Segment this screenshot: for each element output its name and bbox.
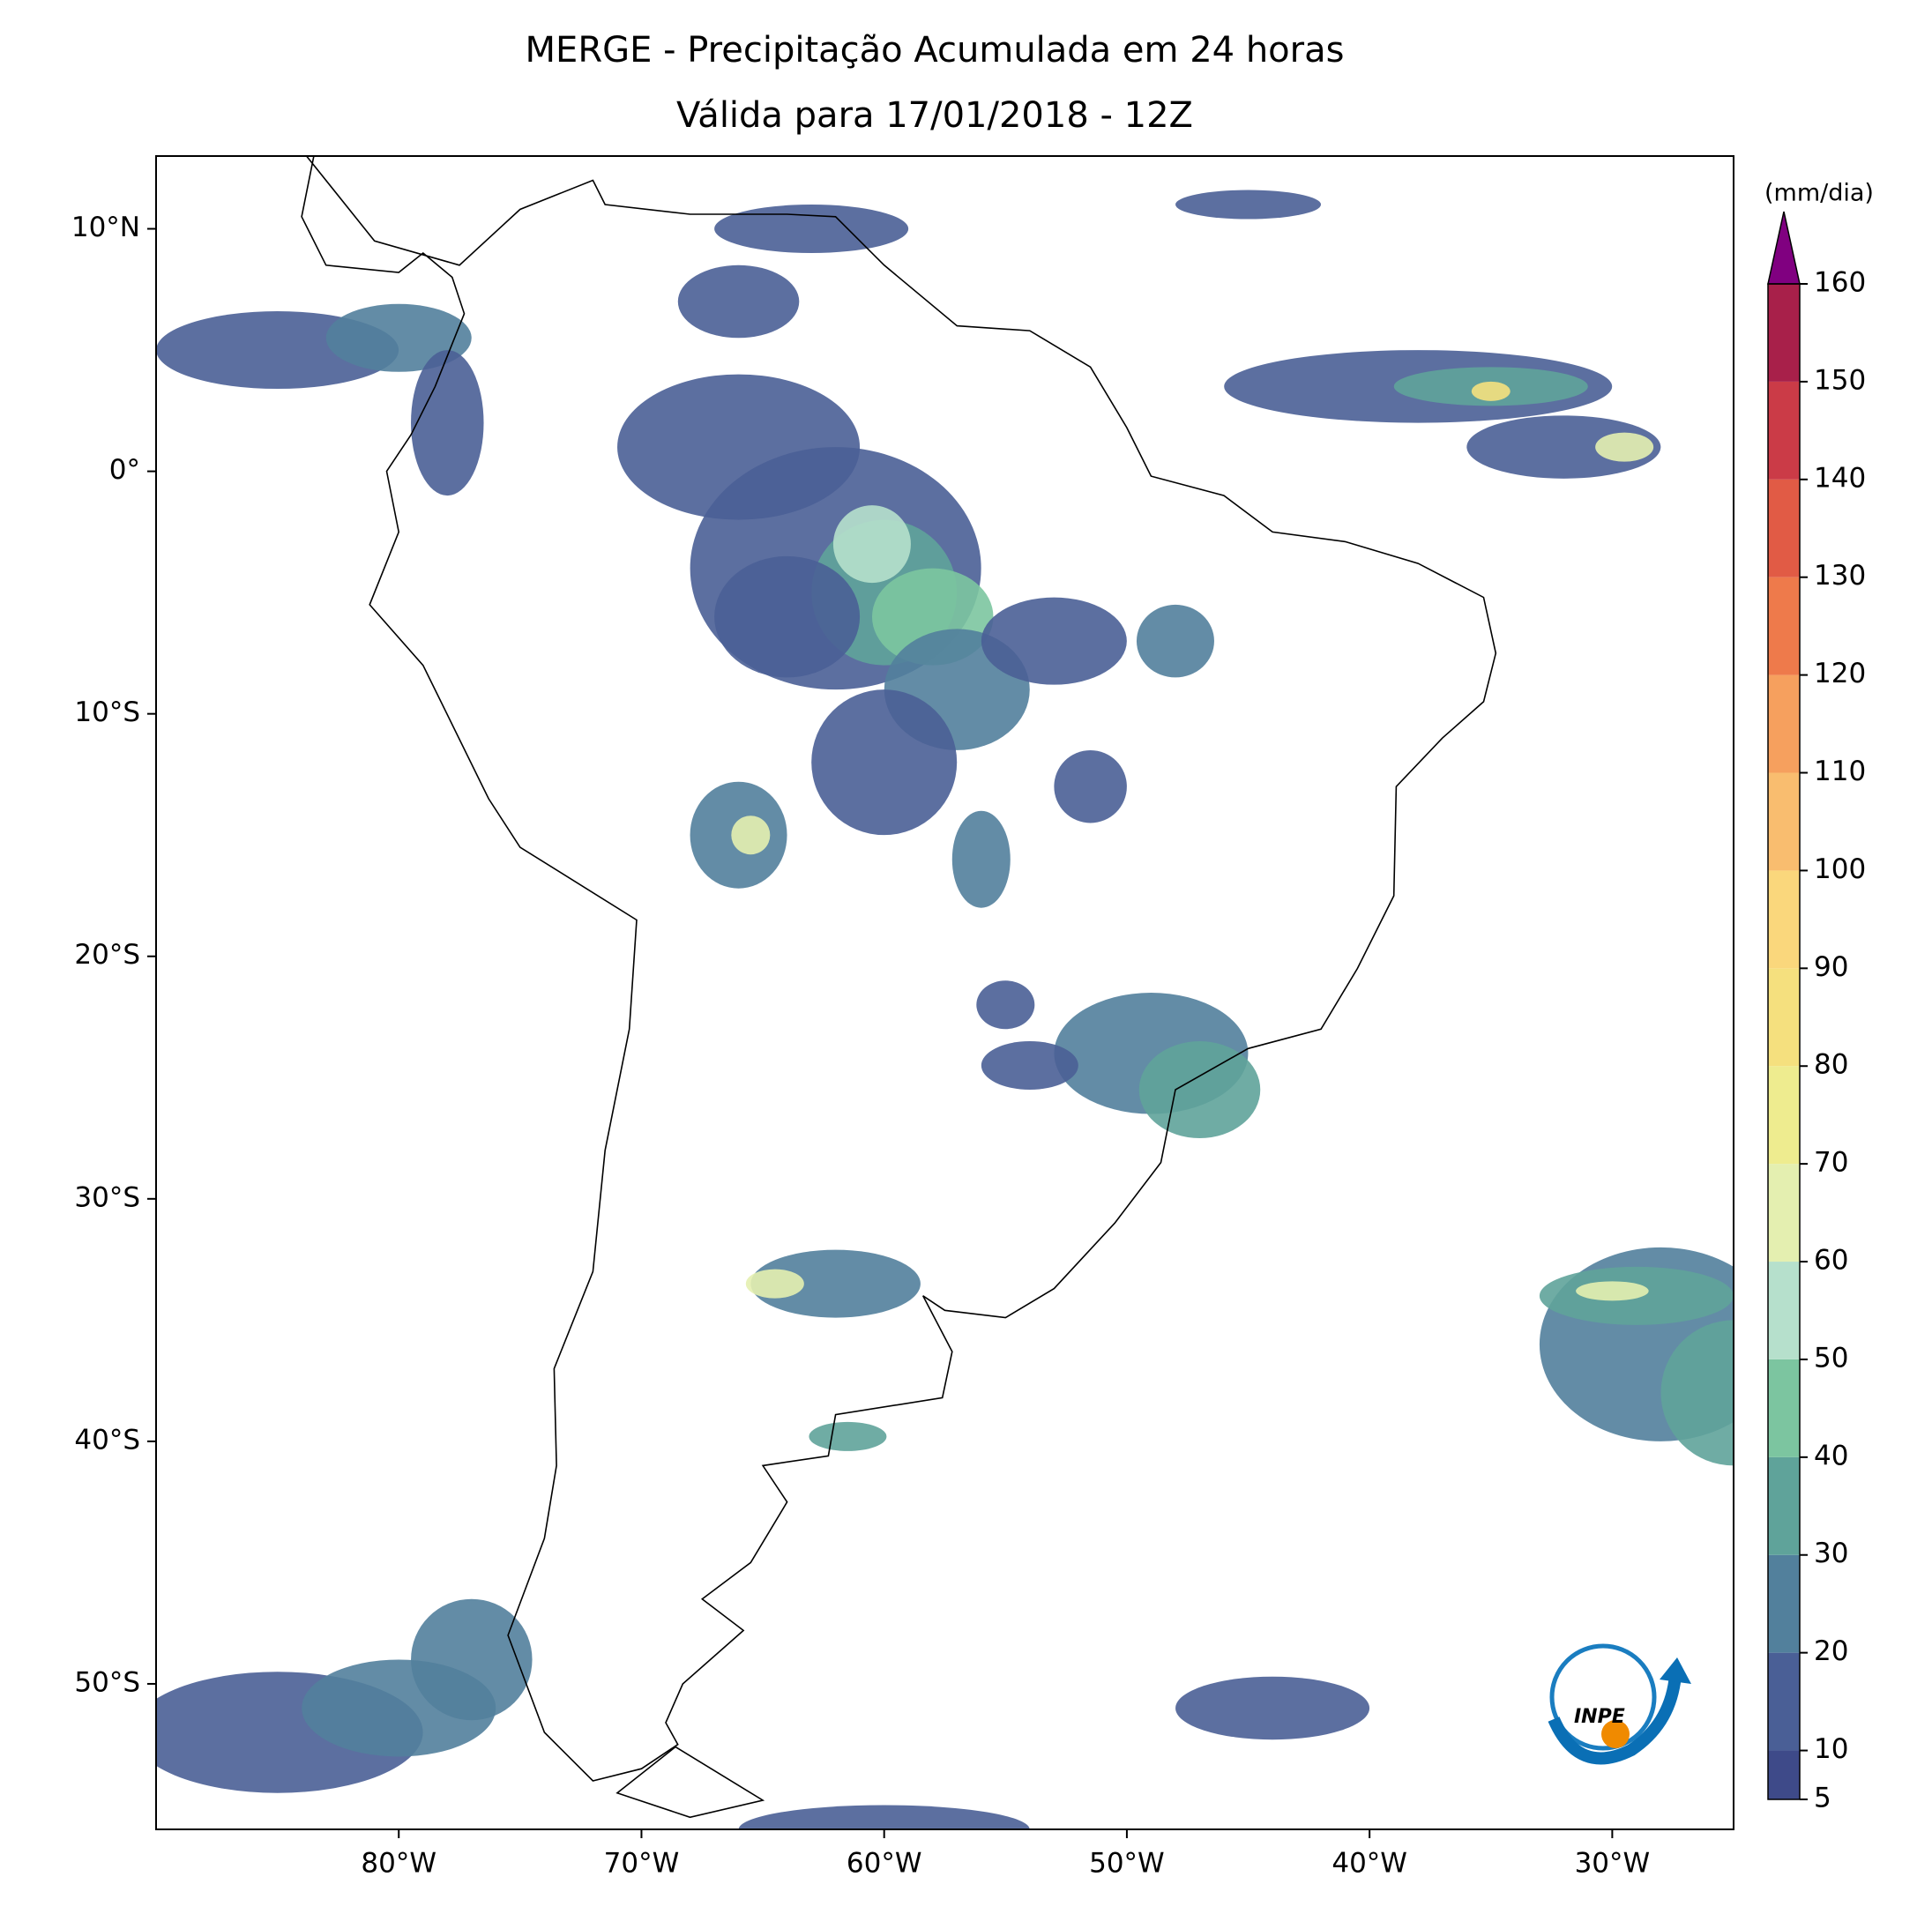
colorbar-tick-label: 130 xyxy=(1814,560,1866,592)
coastline xyxy=(615,1746,765,1819)
colorbar-segment xyxy=(1768,1359,1800,1457)
colorbar-segment xyxy=(1768,1554,1800,1653)
x-tick-label: 50°W xyxy=(1089,1848,1165,1880)
colorbar-segment xyxy=(1768,1456,1800,1555)
colorbar-segment xyxy=(1768,1652,1800,1751)
precip-area xyxy=(411,350,484,496)
precip-area xyxy=(981,1041,1078,1091)
colorbar-tick-label: 10 xyxy=(1814,1733,1848,1765)
x-tick-label: 30°W xyxy=(1575,1848,1651,1880)
map-frame xyxy=(155,155,1734,1830)
y-tick-label: 30°S xyxy=(74,1181,140,1213)
colorbar-segment xyxy=(1768,772,1800,871)
precip-area xyxy=(1175,190,1322,220)
logo: INPE xyxy=(1548,1643,1691,1765)
logo-ring xyxy=(1549,1643,1657,1751)
title: MERGE - Precipitação Acumulada em 24 hor… xyxy=(526,30,1345,71)
colorbar-tick-label: 50 xyxy=(1814,1342,1848,1374)
colorbar-segment xyxy=(1768,1262,1800,1359)
colorbar-tick-label: 30 xyxy=(1814,1538,1848,1569)
y-tick-label: 0° xyxy=(109,454,140,486)
colorbar-tick-label: 100 xyxy=(1814,853,1866,885)
logo-arrow xyxy=(1548,1674,1682,1765)
colorbar-segment xyxy=(1768,870,1800,969)
colorbar-tick-label: 160 xyxy=(1814,267,1866,299)
colorbar-tick-label: 140 xyxy=(1814,462,1866,494)
map-area xyxy=(156,156,1734,1829)
colorbar-tick-label: 20 xyxy=(1814,1635,1848,1667)
logo-dot xyxy=(1601,1720,1630,1748)
precip-area xyxy=(951,810,1011,908)
x-tick-label: 60°W xyxy=(847,1848,922,1880)
precip-area xyxy=(1138,1041,1261,1139)
precip-area xyxy=(731,815,771,855)
precip-area xyxy=(714,205,909,254)
precip-area xyxy=(745,1269,804,1299)
colorbar-tick-label: 80 xyxy=(1814,1049,1848,1081)
precip-area xyxy=(976,980,1035,1030)
precip-area xyxy=(750,1249,921,1318)
colorbar-segment xyxy=(1768,1164,1800,1262)
precip-area xyxy=(811,689,958,836)
precip-area xyxy=(714,555,861,678)
precip-area xyxy=(411,1598,533,1721)
colorbar-tick-label: 120 xyxy=(1814,658,1866,689)
colorbar-tick-label: 60 xyxy=(1814,1245,1848,1277)
colorbar-segment xyxy=(1768,1750,1800,1799)
precip-area xyxy=(1471,381,1511,401)
colorbar-segment xyxy=(1768,577,1800,675)
x-tick-label: 40°W xyxy=(1332,1848,1407,1880)
precip-area xyxy=(1136,604,1214,678)
precip-area xyxy=(981,597,1127,685)
x-tick-label: 70°W xyxy=(604,1848,680,1880)
precip-area xyxy=(809,1421,887,1451)
colorbar-tick-label: 150 xyxy=(1814,364,1866,396)
colorbar-segment xyxy=(1768,381,1800,480)
precip-area xyxy=(1466,415,1661,479)
y-tick-label: 50°S xyxy=(74,1666,140,1698)
colorbar-tick-label: 70 xyxy=(1814,1147,1848,1179)
y-tick-label: 10°N xyxy=(71,212,140,243)
precip-area xyxy=(738,1805,1030,1829)
colorbar-segment xyxy=(1768,674,1800,773)
colorbar-label: (mm/dia) xyxy=(1764,180,1874,207)
precip-area xyxy=(1054,749,1127,823)
colorbar-frame xyxy=(1767,283,1801,1800)
y-tick-label: 10°S xyxy=(74,696,140,728)
precip-area xyxy=(1576,1281,1649,1301)
precip-area xyxy=(832,505,911,584)
logo-arrowhead xyxy=(1660,1657,1691,1684)
coastline xyxy=(301,156,1497,1782)
colorbar-segment xyxy=(1768,968,1800,1067)
colorbar-segment xyxy=(1768,284,1800,382)
x-tick-label: 80°W xyxy=(361,1848,436,1880)
y-tick-label: 20°S xyxy=(74,939,140,971)
colorbar-tick-label: 40 xyxy=(1814,1440,1848,1471)
logo-text: INPE xyxy=(1574,1706,1625,1728)
colorbar-tick-label: 90 xyxy=(1814,951,1848,983)
precip-area xyxy=(1595,432,1654,462)
colorbar-tick-label: 5 xyxy=(1814,1783,1831,1814)
precip-area xyxy=(1175,1676,1370,1740)
subtitle: Válida para 17/01/2018 - 12Z xyxy=(676,95,1193,136)
colorbar-tick-label: 110 xyxy=(1814,756,1866,787)
precip-area xyxy=(677,264,800,339)
colorbar-segment xyxy=(1768,1066,1800,1165)
y-tick-label: 40°S xyxy=(74,1424,140,1456)
colorbar-segment xyxy=(1768,479,1800,577)
precip-area xyxy=(1660,1320,1734,1466)
